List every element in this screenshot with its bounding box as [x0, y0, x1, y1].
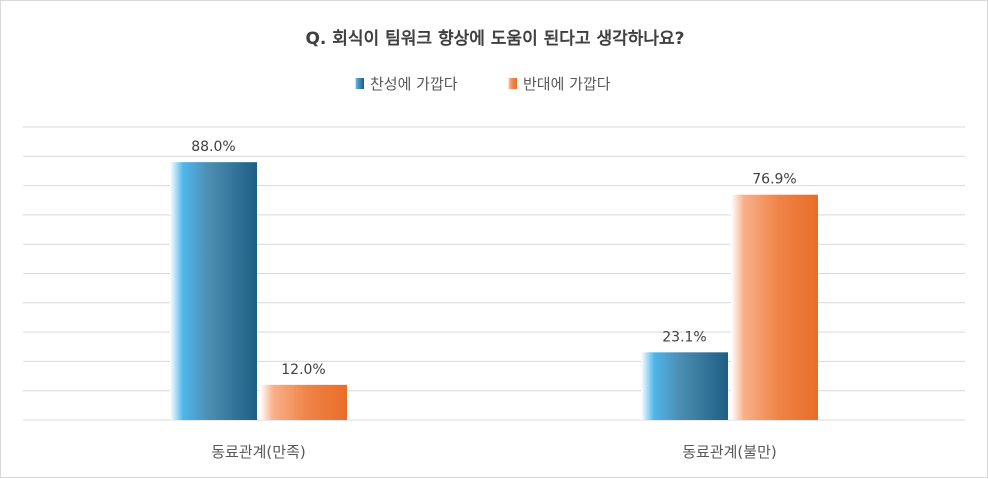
bar-1-1: [170, 162, 257, 420]
bar-2-2: [731, 194, 818, 420]
data-label: 76.9%: [752, 172, 796, 188]
legend-swatch-series-1: [355, 78, 364, 89]
data-label: 88.0%: [191, 139, 235, 155]
chart-title: Q. 회식이 팀워크 향상에 도움이 된다고 생각하나요?: [305, 28, 684, 49]
gridlines: [23, 126, 965, 421]
legend-label-series-1: 찬성에 가깝다: [370, 75, 458, 93]
data-labels-group: 88.0% 12.0% 23.1% 76.9%: [191, 139, 796, 378]
bar-1-2: [641, 352, 728, 420]
category-label: 동료관계(불만): [682, 443, 777, 461]
legend-swatch-series-2: [508, 78, 517, 89]
bars-group: [170, 162, 818, 420]
category-label: 동료관계(만족): [211, 443, 306, 461]
bar-2-1: [260, 384, 347, 420]
data-label: 23.1%: [662, 329, 706, 345]
legend-label-series-2: 반대에 가깝다: [523, 75, 611, 93]
category-labels-group: 동료관계(만족) 동료관계(불만): [211, 443, 777, 461]
data-label: 12.0%: [281, 362, 325, 378]
